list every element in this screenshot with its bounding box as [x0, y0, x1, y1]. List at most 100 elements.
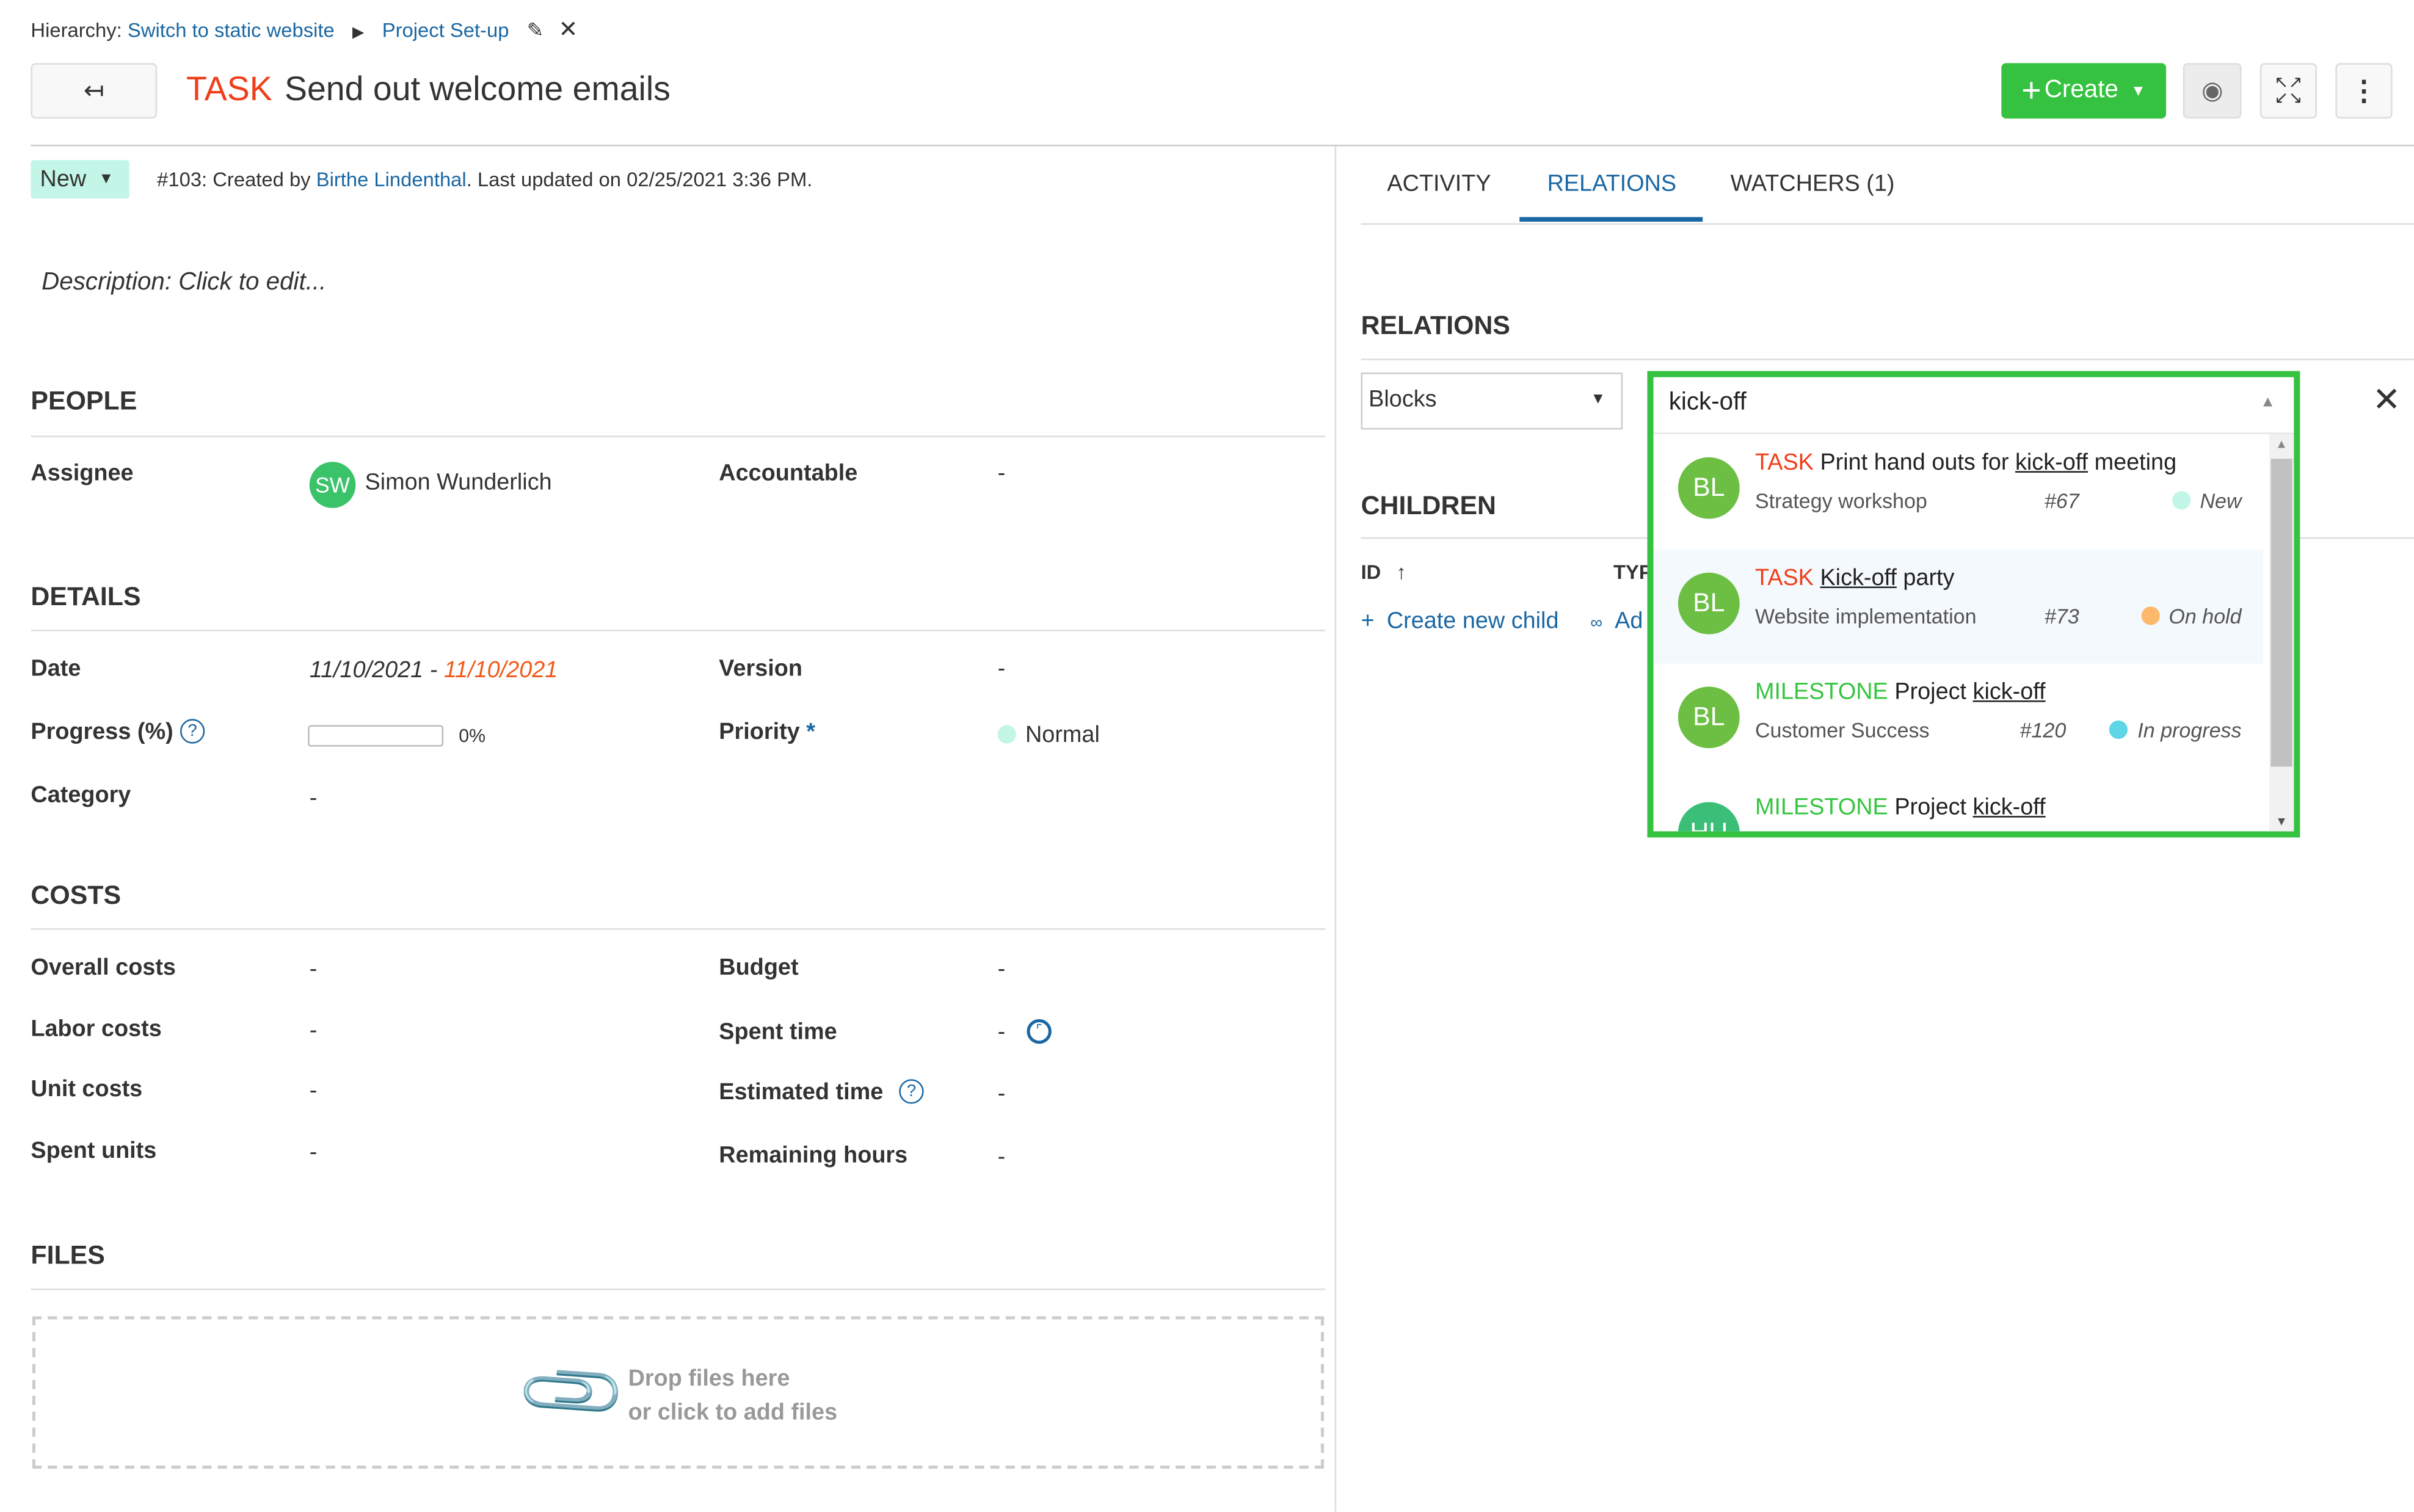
progress-value: 0% [459, 725, 485, 747]
category-value[interactable]: - [309, 785, 318, 812]
date-value[interactable]: 11/10/2021 - 11/10/2021 [310, 657, 558, 683]
accountable-label: Accountable [719, 460, 858, 487]
result-item[interactable]: HU MILESTONE Project kick-off [1654, 778, 2263, 832]
overall-costs-value: - [309, 956, 318, 983]
fullscreen-button[interactable]: ↖↗ ↙↘ [2259, 63, 2318, 119]
help-icon[interactable]: ? [180, 719, 205, 744]
watch-button[interactable]: ◉ [2183, 63, 2242, 119]
status-dot [2140, 606, 2160, 625]
result-item[interactable]: BL TASK Kick-off party Website implementat… [1653, 548, 2263, 663]
caret-down-icon: ▼ [2131, 82, 2146, 100]
version-value[interactable]: - [997, 655, 1006, 682]
estimated-time-value[interactable]: - [997, 1080, 1006, 1107]
scroll-down-icon[interactable]: ▼ [2275, 814, 2288, 829]
remaining-hours-value[interactable]: - [997, 1144, 1006, 1170]
estimated-time-label: Estimated time [719, 1079, 884, 1106]
type-label: TASK [1754, 564, 1814, 591]
date-separator: - [423, 657, 444, 684]
avatar: BL [1678, 457, 1740, 519]
create-label: Create [2044, 77, 2118, 103]
tab-watchers[interactable]: WATCHERS (1) [1730, 170, 1895, 197]
priority-value[interactable]: Normal [997, 722, 1100, 749]
progress-label: Progress (%) [31, 719, 173, 746]
relation-type-select[interactable]: Blocks ▼ [1361, 373, 1623, 430]
result-status: New [2172, 490, 2242, 512]
title-post: party [1896, 564, 1955, 591]
type-label: TASK [1754, 449, 1814, 476]
result-item[interactable]: BL TASK Print hand outs for kick-off meet… [1654, 434, 2263, 548]
drop-line-2: or click to add files [628, 1399, 838, 1426]
priority-text: Normal [1025, 722, 1100, 749]
search-input[interactable]: kick-off ▲ [1653, 377, 2294, 434]
status-text: In progress [2137, 719, 2242, 743]
caret-up-icon[interactable]: ▲ [2260, 394, 2276, 412]
scrollbar[interactable]: ▲ ▼ [2269, 434, 2294, 832]
priority-dot [997, 725, 1016, 744]
pencil-icon[interactable]: ✎ [526, 18, 544, 42]
title-post: meeting [2088, 449, 2177, 476]
end-date: 11/10/2021 [443, 657, 558, 684]
tab-activity[interactable]: ACTIVITY [1387, 170, 1491, 197]
result-item[interactable]: BL MILESTONE Project kick-off Customer Suc… [1654, 664, 2263, 778]
subject[interactable]: Send out welcome emails [284, 69, 671, 108]
title-pre: Print hand outs for [1820, 449, 2015, 476]
labor-costs-label: Labor costs [31, 1016, 162, 1042]
help-icon[interactable]: ? [899, 1079, 924, 1104]
scrollbar-thumb[interactable] [2270, 459, 2292, 767]
more-vertical-icon: ⋮ [2350, 75, 2378, 106]
chevron-right-icon: ▶ [352, 24, 365, 42]
status-dropdown[interactable]: New ▼ [31, 160, 129, 199]
expand-icon: ↖↗ ↙↘ [2274, 74, 2303, 108]
column-id[interactable]: ID ↑ [1361, 561, 1406, 584]
caret-down-icon: ▼ [98, 170, 114, 188]
create-new-child-link[interactable]: + Create new child [1361, 608, 1559, 634]
details-heading: DETAILS [31, 581, 141, 611]
result-status: On hold [2140, 604, 2242, 627]
description-field[interactable]: Description: Click to edit... [42, 269, 327, 296]
spent-units-value: - [309, 1139, 318, 1166]
budget-value[interactable]: - [997, 956, 1006, 983]
plus-icon: + [1361, 608, 1375, 634]
log-time-clock-icon[interactable]: ⌜ [1027, 1019, 1052, 1044]
pane-divider[interactable] [1334, 146, 1337, 1512]
spent-units-label: Spent units [31, 1138, 157, 1164]
result-project: Customer Success [1754, 719, 1930, 743]
search-value: kick-off [1668, 389, 1747, 416]
avatar: BL [1678, 686, 1740, 749]
link-icon: ∞ [1590, 614, 1602, 633]
children-heading: CHILDREN [1361, 491, 1497, 521]
back-button[interactable]: ↤ [31, 63, 158, 119]
date-label: Date [31, 655, 81, 682]
column-id-label: ID [1361, 560, 1381, 584]
file-drop-zone[interactable]: 📎 Drop files here or click to add files [32, 1316, 1325, 1469]
tab-relations[interactable]: RELATIONS [1547, 170, 1677, 197]
result-id: #67 [2044, 489, 2079, 513]
scroll-up-icon[interactable]: ▲ [2275, 437, 2288, 451]
type-label: MILESTONE [1754, 793, 1888, 820]
version-label: Version [719, 655, 802, 682]
accountable-value[interactable]: - [997, 460, 1006, 487]
add-existing-child-link[interactable]: ∞ Ad [1590, 608, 1643, 634]
spent-time-label: Spent time [719, 1019, 837, 1045]
title-pre: Project [1894, 793, 1973, 820]
breadcrumb-item-project[interactable]: Project Set-up [382, 18, 509, 42]
breadcrumb-label: Hierarchy: [31, 18, 122, 42]
title-match: kick-off [1972, 678, 2046, 705]
close-icon[interactable]: ✕ [2372, 380, 2401, 419]
more-button[interactable]: ⋮ [2335, 63, 2393, 119]
result-title: TASK Print hand outs for kick-off meetin… [1755, 449, 2176, 476]
author-link[interactable]: Birthe Lindenthal [316, 167, 467, 191]
labor-costs-value: - [309, 1017, 318, 1044]
assignee-label: Assignee [31, 460, 134, 487]
result-title: TASK Kick-off party [1755, 564, 1955, 591]
create-button[interactable]: + Create ▼ [2001, 63, 2167, 119]
drop-line-1: Drop files here [628, 1365, 790, 1392]
close-icon[interactable]: ✕ [558, 16, 578, 43]
back-arrow-icon: ↤ [83, 78, 104, 105]
result-id: #120 [2020, 719, 2067, 743]
breadcrumb-item-parent[interactable]: Switch to static website [127, 18, 335, 42]
column-type[interactable]: TYP [1613, 560, 1652, 584]
assignee-value[interactable]: Simon Wunderlich [365, 469, 552, 496]
progress-bar[interactable] [308, 725, 444, 747]
